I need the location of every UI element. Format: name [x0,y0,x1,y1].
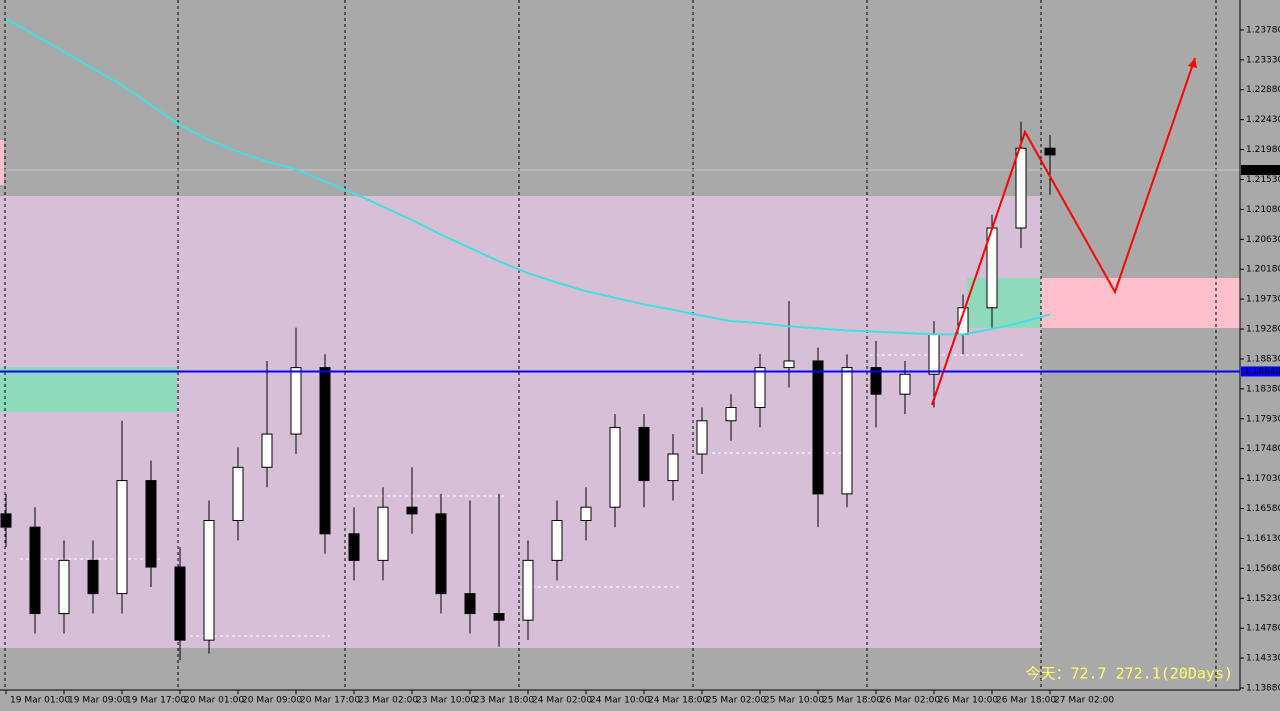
candle-body [638,426,650,482]
candle-body [319,367,331,535]
x-tick-label: 19 Mar 09:00 [68,696,128,706]
candle-body [696,420,708,455]
x-tick-label: 20 Mar 17:00 [300,696,360,706]
y-tick-label: 1.14780 [1246,624,1280,634]
x-tick-label: 26 Mar 02:00 [880,696,940,706]
x-tick-label: 23 Mar 10:00 [416,696,476,706]
candle-body [29,526,41,615]
day-separators [4,0,1217,690]
y-tick-label: 1.23780 [1246,25,1280,35]
x-tick-label: 25 Mar 10:00 [764,696,824,706]
y-tick-label: 1.22880 [1246,85,1280,95]
zone-pink [0,196,1041,648]
x-tick-label: 26 Mar 10:00 [938,696,998,706]
candle-body [870,367,882,395]
candle-body [435,513,447,595]
zones [0,0,1240,690]
candle-body [725,406,737,422]
x-tick-label: 24 Mar 02:00 [532,696,592,706]
candle-body [290,367,302,435]
y-tick-label: 1.17480 [1246,444,1280,454]
candle-body [1015,147,1027,229]
candle-body [812,360,824,495]
x-tick-label: 25 Mar 02:00 [706,696,766,706]
candle-body [754,367,766,408]
y-tick-label: 1.14330 [1246,654,1280,664]
candle-body [203,519,215,641]
arrow-head [1188,58,1197,68]
candle-body [899,373,911,395]
y-tick-label: 1.17930 [1246,414,1280,424]
y-tick-label: 1.21080 [1246,205,1280,215]
candle-body [580,506,592,521]
footer-stats: 今天：72.7 272.1(20Days) [1025,665,1233,683]
zone-green [0,367,177,412]
y-tick-label: 1.15230 [1246,594,1280,604]
y-tick-label: 1.18830 [1246,354,1280,364]
candle-body [551,519,563,561]
candle-body [348,533,360,561]
candle-body [841,367,853,495]
y-tick-label: 1.21980 [1246,145,1280,155]
y-tick-label: 1.13880 [1246,684,1280,694]
candle-body [0,513,12,528]
candle-body [609,426,621,508]
candle-body [232,466,244,521]
dashed-levels [20,354,1025,637]
candle-body [406,506,418,515]
candle-body [87,559,99,595]
candle-body [174,566,186,641]
x-tick-label: 27 Mar 02:00 [1054,696,1114,706]
candle-body [928,333,940,375]
candle-body [145,480,157,568]
x-tick-label: 26 Mar 18:00 [996,696,1056,706]
x-tick-label: 19 Mar 17:00 [126,696,186,706]
zone-target [1041,278,1240,328]
x-tick-label: 23 Mar 02:00 [358,696,418,706]
x-tick-label: 20 Mar 01:00 [184,696,244,706]
x-tick-label: 24 Mar 18:00 [648,696,708,706]
y-tick-label: 1.22430 [1246,115,1280,125]
level-label: 1.18642 [1244,367,1280,377]
zone-edge [0,140,4,185]
candle-body [377,506,389,561]
y-tick-label: 1.15680 [1246,564,1280,574]
y-tick-label: 1.23330 [1246,55,1280,65]
x-tick-label: 23 Mar 18:00 [474,696,534,706]
level-tag [1241,366,1280,377]
candle-body [116,480,128,595]
y-tick-label: 1.19730 [1246,295,1280,305]
y-tick-label: 1.19280 [1246,325,1280,335]
plot-layer [0,17,1240,661]
candle-body [667,453,679,482]
x-tick-label: 25 Mar 18:00 [822,696,882,706]
y-tick-label: 1.21530 [1246,175,1280,185]
forecast-arrow [931,57,1196,406]
y-tick-label: 1.18380 [1246,384,1280,394]
moving-average [5,17,1051,336]
candle-body [783,360,795,369]
y-tick-label: 1.16130 [1246,534,1280,544]
price-tag [1241,164,1280,175]
y-tick-label: 1.20180 [1246,265,1280,275]
x-tick-label: 20 Mar 09:00 [242,696,302,706]
candle-body [522,559,534,621]
y-tick-label: 1.17030 [1246,474,1280,484]
candle-body [493,613,505,621]
x-tick-label: 19 Mar 01:00 [10,696,70,706]
candle-body [464,593,476,615]
candle-body [58,559,70,615]
y-tick-label: 1.16580 [1246,504,1280,514]
current-price-label: 1.21673 [1244,165,1280,175]
y-tick-label: 1.20630 [1246,235,1280,245]
x-tick-label: 24 Mar 10:00 [590,696,650,706]
candle-body [261,433,273,468]
candle-body [1044,147,1056,156]
